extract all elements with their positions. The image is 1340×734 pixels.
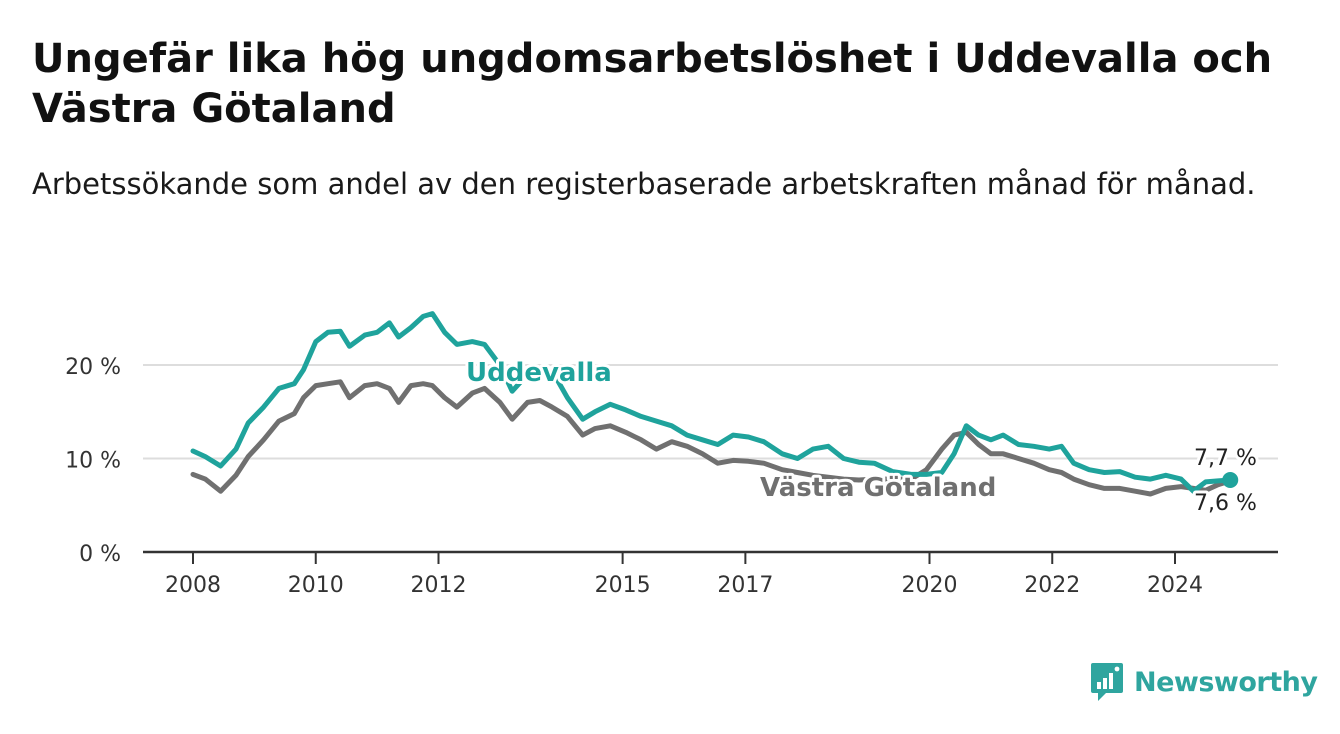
series-line-vastra-gotaland [190,379,1233,497]
x-tick-label: 2015 [595,573,651,598]
series-lines [190,311,1239,497]
chart-labels: Uddevalla Västra Götaland 7,7 % 7,6 % [463,355,1260,519]
chart-subtitle: Arbetssökande som andel av den registerb… [32,167,1256,201]
brand-name: Newsworthy [1134,666,1318,698]
end-point-marker [1222,472,1239,489]
end-value-uddevalla: 7,7 % [1194,446,1257,471]
x-tick-label: 2012 [411,573,467,598]
y-tick-label: 0 % [79,542,121,567]
series-label-vastra-gotaland: Västra Götaland [760,473,996,503]
x-tick-label: 2020 [902,573,958,598]
brand-logo: Newsworthy [1090,660,1318,704]
chart-title: Ungefär lika hög ungdomsarbetslöshet i U… [32,36,1273,132]
newsworthy-logo-icon [1091,663,1123,701]
y-tick-label: 10 % [65,449,121,474]
y-tick-label: 20 % [65,355,121,380]
x-tick-label: 2024 [1147,573,1203,598]
series-line-uddevalla [190,311,1233,494]
axes: 0 % 10 % 20 % 2008 2010 2012 2015 2017 2020 2022 2… [65,355,1278,598]
x-tick-label: 2010 [288,573,344,598]
x-tick-label: 2017 [717,573,773,598]
end-value-vastra-gotaland: 7,6 % [1194,491,1257,516]
x-tick-label: 2022 [1024,573,1080,598]
x-tick-label: 2008 [165,573,221,598]
series-label-uddevalla: Uddevalla [466,358,612,388]
